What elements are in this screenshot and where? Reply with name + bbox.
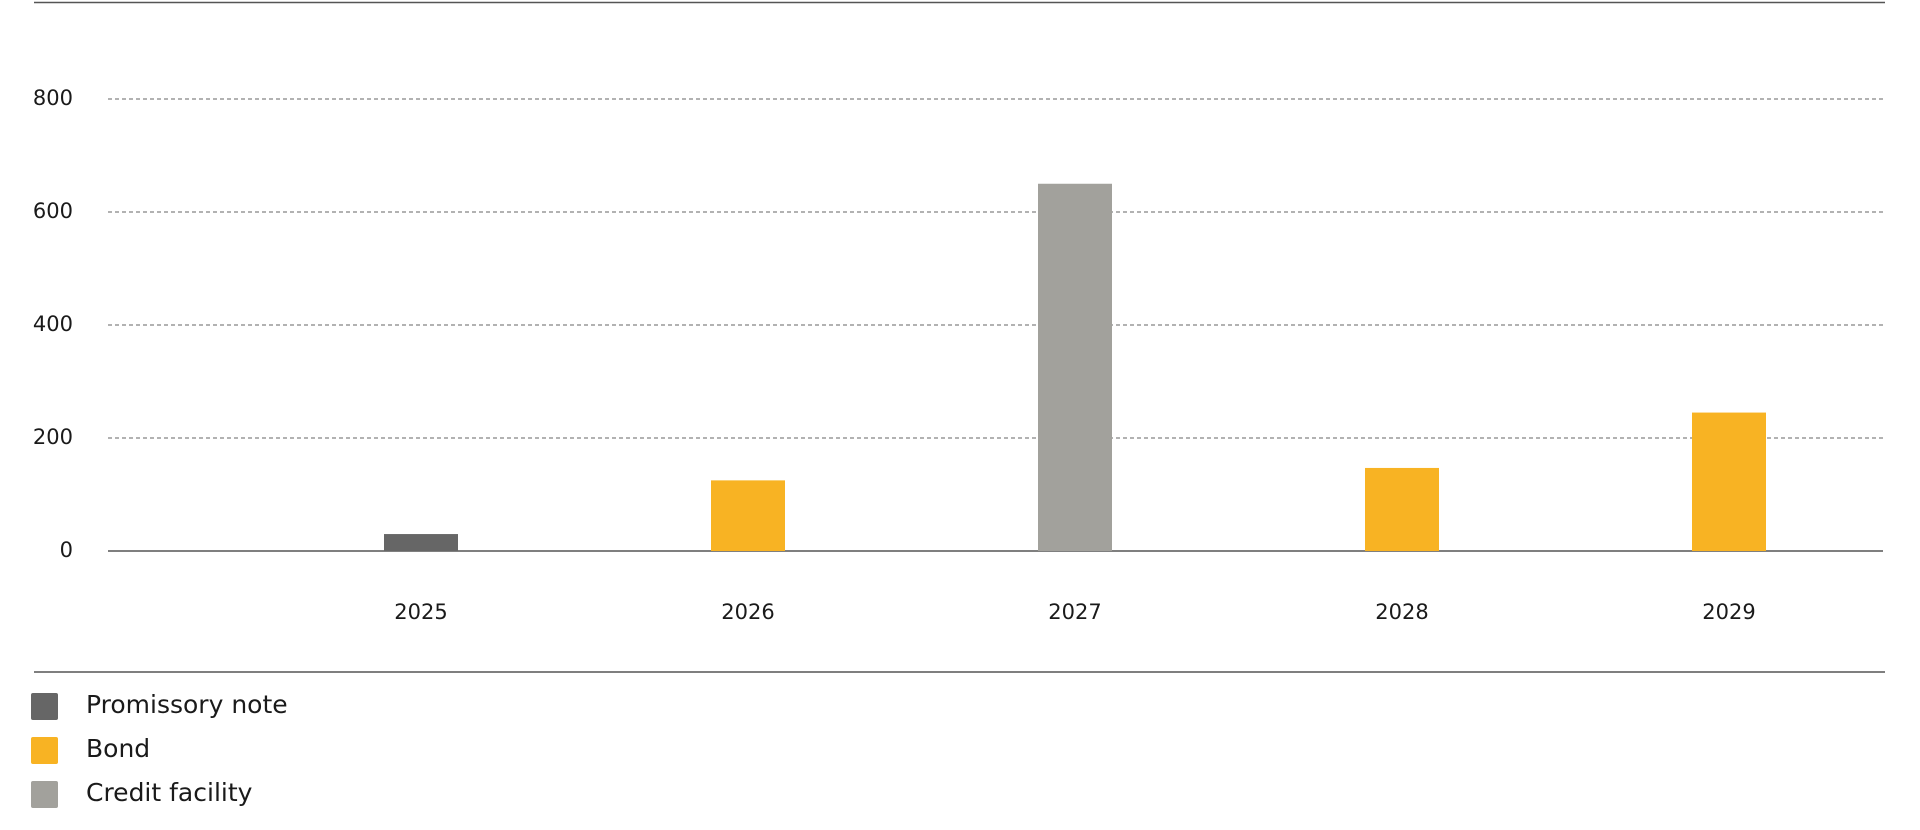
bar <box>384 534 458 551</box>
y-tick-label: 0 <box>60 538 73 562</box>
x-tick-label: 2026 <box>721 600 774 624</box>
y-tick-label: 400 <box>33 312 73 336</box>
legend-swatch <box>31 781 58 808</box>
y-tick-label: 800 <box>33 86 73 110</box>
bar <box>1365 467 1439 551</box>
legend-label: Credit facility <box>86 778 253 807</box>
x-tick-label: 2027 <box>1048 600 1101 624</box>
x-tick-label: 2029 <box>1702 600 1755 624</box>
legend-label: Bond <box>86 734 150 763</box>
x-tick-label: 2028 <box>1375 600 1428 624</box>
x-tick-label: 2025 <box>394 600 447 624</box>
legend-label: Promissory note <box>86 690 288 719</box>
y-tick-label: 600 <box>33 199 73 223</box>
bar <box>711 480 785 551</box>
legend-swatch <box>31 737 58 764</box>
legend-swatch <box>31 693 58 720</box>
y-tick-label: 200 <box>33 425 73 449</box>
bar <box>1692 412 1766 551</box>
bar <box>1038 183 1112 551</box>
